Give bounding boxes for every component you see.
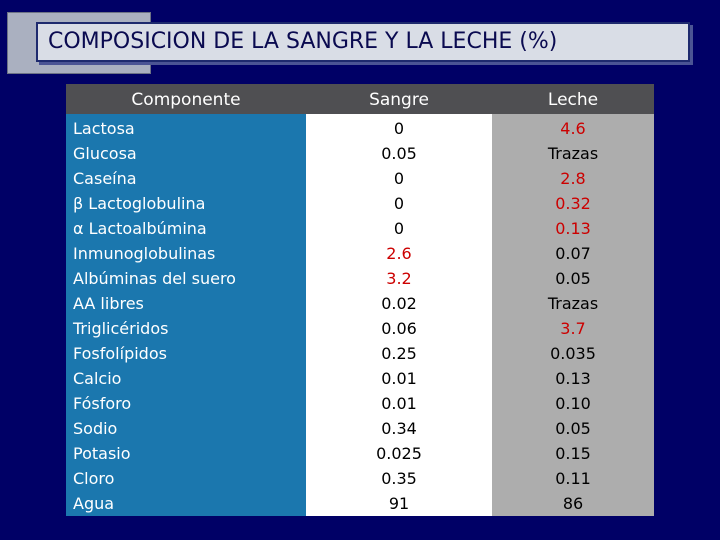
milk-value: 4.6 xyxy=(560,119,586,138)
blood-value: 3.2 xyxy=(386,269,412,288)
table-row: Triglicéridos 0.06 3.7 xyxy=(66,316,654,341)
component-name: Calcio xyxy=(73,369,122,388)
blood-value: 0.35 xyxy=(381,469,417,488)
component-name: Cloro xyxy=(73,469,115,488)
composition-table: Componente Sangre Leche Lactosa 0 4.6 Gluco… xyxy=(66,84,654,516)
milk-value: 0.10 xyxy=(555,394,591,413)
blood-value: 2.6 xyxy=(386,244,412,263)
table-row: Glucosa 0.05 Trazas xyxy=(66,141,654,166)
milk-value: 0.07 xyxy=(555,244,591,263)
table-row: Albúminas del suero 3.2 0.05 xyxy=(66,266,654,291)
blood-value: 0.25 xyxy=(381,344,417,363)
table-row: Inmunoglobulinas 2.6 0.07 xyxy=(66,241,654,266)
component-name: Potasio xyxy=(73,444,131,463)
blood-value: 0.02 xyxy=(381,294,417,313)
milk-value: 0.32 xyxy=(555,194,591,213)
table-row: Calcio 0.01 0.13 xyxy=(66,366,654,391)
table-row: Agua 91 86 xyxy=(66,491,654,516)
table-row: AA libres 0.02 Trazas xyxy=(66,291,654,316)
milk-value: Trazas xyxy=(547,144,599,163)
component-name: Sodio xyxy=(73,419,118,438)
blood-value: 0 xyxy=(393,169,405,188)
milk-value: 0.11 xyxy=(555,469,591,488)
component-name: Fosfolípidos xyxy=(73,344,167,363)
component-name: Albúminas del suero xyxy=(73,269,236,288)
milk-value: 86 xyxy=(562,494,584,513)
component-name: Glucosa xyxy=(73,144,137,163)
milk-value: 0.05 xyxy=(555,269,591,288)
blood-value: 0.05 xyxy=(381,144,417,163)
page-title: COMPOSICION DE LA SANGRE Y LA LECHE (%) xyxy=(48,29,558,54)
table-row: β Lactoglobulina 0 0.32 xyxy=(66,191,654,216)
component-name: Agua xyxy=(73,494,115,513)
component-name: Caseína xyxy=(73,169,137,188)
blood-value: 0.01 xyxy=(381,394,417,413)
blood-column xyxy=(306,114,492,516)
table-row: Lactosa 0 4.6 xyxy=(66,116,654,141)
blood-value: 91 xyxy=(388,494,410,513)
milk-value: 0.13 xyxy=(555,369,591,388)
blood-value: 0.01 xyxy=(381,369,417,388)
milk-value: 0.15 xyxy=(555,444,591,463)
component-name: Lactosa xyxy=(73,119,135,138)
table-row: Cloro 0.35 0.11 xyxy=(66,466,654,491)
table-row: Caseína 0 2.8 xyxy=(66,166,654,191)
milk-value: 0.05 xyxy=(555,419,591,438)
milk-value: 3.7 xyxy=(560,319,586,338)
milk-column xyxy=(492,114,654,516)
milk-value: 0.035 xyxy=(550,344,596,363)
component-name: α Lactoalbúmina xyxy=(73,219,207,238)
table-row: Potasio 0.025 0.15 xyxy=(66,441,654,466)
header-component: Componente xyxy=(131,90,241,110)
blood-value: 0 xyxy=(393,219,405,238)
table-row: α Lactoalbúmina 0 0.13 xyxy=(66,216,654,241)
blood-value: 0.025 xyxy=(376,444,422,463)
component-name: Fósforo xyxy=(73,394,132,413)
blood-value: 0 xyxy=(393,119,405,138)
table-row: Fósforo 0.01 0.10 xyxy=(66,391,654,416)
blood-value: 0 xyxy=(393,194,405,213)
blood-value: 0.34 xyxy=(381,419,417,438)
milk-value: 0.13 xyxy=(555,219,591,238)
header-milk: Leche xyxy=(547,90,599,110)
blood-value: 0.06 xyxy=(381,319,417,338)
milk-value: Trazas xyxy=(547,294,599,313)
title-box: COMPOSICION DE LA SANGRE Y LA LECHE (%) xyxy=(36,22,690,62)
component-name: β Lactoglobulina xyxy=(73,194,206,213)
table-row: Sodio 0.34 0.05 xyxy=(66,416,654,441)
milk-value: 2.8 xyxy=(560,169,586,188)
header-blood: Sangre xyxy=(369,90,429,110)
component-name: Inmunoglobulinas xyxy=(73,244,216,263)
component-name: AA libres xyxy=(73,294,144,313)
component-column xyxy=(66,114,306,516)
table-row: Fosfolípidos 0.25 0.035 xyxy=(66,341,654,366)
table-header: Componente Sangre Leche xyxy=(66,84,654,114)
component-name: Triglicéridos xyxy=(73,319,169,338)
